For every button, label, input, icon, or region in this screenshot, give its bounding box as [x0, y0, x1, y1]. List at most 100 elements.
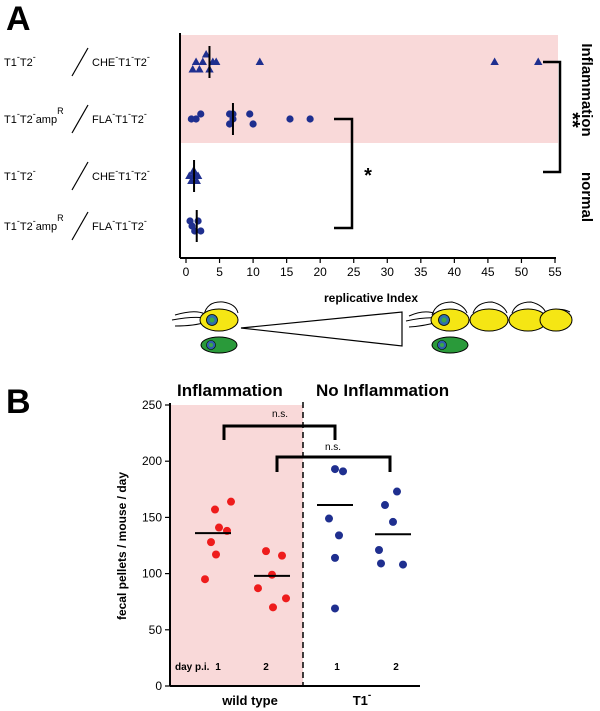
data-point	[335, 531, 343, 540]
data-point	[325, 514, 333, 523]
y-tick-label: 200	[142, 454, 162, 468]
x-tick-label: 20	[314, 265, 328, 279]
cell-schematic	[171, 301, 573, 354]
panel-letter-b: B	[6, 383, 31, 421]
side-label-normal: normal	[578, 172, 595, 222]
x-axis-title: replicative Index	[324, 291, 418, 305]
data-point	[201, 575, 209, 584]
group-title-no-inflammation: No Inflammation	[316, 381, 449, 400]
data-point	[254, 584, 262, 593]
x-tick-labels: 0 5 10 15 20 25 30 35 40 45 50 55	[183, 265, 562, 279]
y-axis	[165, 403, 420, 687]
row-slash	[71, 104, 89, 134]
row-label-genotype: T1-T2-ampR	[4, 213, 64, 233]
circle-point	[197, 227, 205, 235]
data-point	[331, 604, 339, 613]
median-lines-b	[195, 504, 411, 577]
data-point	[331, 465, 339, 474]
y-tick-label: 100	[142, 567, 162, 581]
row-labels: T1-T2- CHE-T1-T2- T1-T2-ampR FLA-T1-T2- T1-T…	[4, 47, 150, 241]
day-label: 1	[215, 662, 221, 673]
row-label-strain: CHE-T1-T2-	[92, 52, 150, 69]
increasing-wedge	[240, 311, 403, 347]
circle-point	[286, 115, 294, 123]
data-point	[269, 603, 277, 612]
x-axis	[179, 33, 556, 263]
data-point	[211, 505, 219, 514]
row-label-genotype: T1-T2-	[4, 52, 36, 69]
x-tick-label: 15	[280, 265, 294, 279]
data-point	[282, 594, 290, 603]
day-labels: 1 2 1 2	[215, 662, 399, 673]
data-point	[268, 570, 276, 579]
data-point	[393, 487, 401, 496]
inflammation-shaded-region-b	[170, 405, 303, 686]
comparison-bracket	[275, 455, 392, 472]
x-tick-label: 55	[548, 265, 562, 279]
x-tick-label: 5	[216, 265, 223, 279]
circle-point	[197, 110, 205, 118]
x-tick-label: 40	[448, 265, 462, 279]
row-label-genotype: T1-T2-ampR	[4, 106, 64, 126]
side-label-inflammation: Inflammation	[578, 43, 595, 136]
single-cell-illustration	[171, 301, 239, 332]
y-tick-labels: 0 50 100 150 200 250	[142, 398, 162, 693]
row-label-strain: FLA-T1-T2-	[92, 109, 147, 126]
triangle-point	[201, 50, 211, 58]
x-tick-label: 10	[246, 265, 260, 279]
chain-cell-illustration	[405, 301, 573, 332]
y-axis-title: fecal pellets / mouse / day	[115, 472, 129, 620]
data-point	[375, 545, 383, 554]
row-label-genotype: T1-T2-	[4, 166, 36, 183]
triangle-point	[191, 57, 201, 65]
significance-bracket	[543, 60, 562, 174]
triangle-point	[490, 57, 499, 65]
circle-point	[194, 217, 202, 225]
row-slash	[71, 161, 89, 191]
significance-brackets: ***	[334, 60, 583, 230]
data-point	[262, 547, 270, 556]
triangle-point	[195, 65, 204, 73]
x-tick-label: 50	[515, 265, 529, 279]
data-point	[339, 467, 347, 476]
green-cell-right	[431, 336, 469, 354]
panel-letter-a: A	[6, 0, 31, 38]
data-point	[399, 560, 407, 569]
x-tick-label: 0	[183, 265, 190, 279]
data-point	[278, 551, 286, 560]
data-point	[377, 559, 385, 568]
x-tick-label: 30	[381, 265, 395, 279]
triangle-point	[255, 57, 264, 65]
data-point	[212, 550, 220, 559]
row-slash	[71, 211, 89, 241]
comparison-bracket	[222, 424, 337, 440]
x-tick-label: 25	[347, 265, 361, 279]
comparison-label: n.s.	[272, 409, 288, 420]
significance-bracket	[334, 117, 354, 230]
row-label-strain: CHE-T1-T2-	[92, 166, 150, 183]
row-label-strain: FLA-T1-T2-	[92, 216, 147, 233]
circle-point	[192, 115, 200, 123]
circle-point	[306, 115, 314, 123]
y-tick-label: 50	[149, 623, 163, 637]
data-point	[215, 523, 223, 532]
data-point	[331, 553, 339, 562]
significance-label: *	[364, 165, 372, 187]
comparison-label: n.s.	[325, 442, 341, 453]
triangle-point	[198, 57, 207, 65]
triangle-point	[534, 57, 543, 65]
x-tick-label: 35	[414, 265, 428, 279]
group-label: T1-	[353, 690, 372, 708]
group-title-inflammation: Inflammation	[177, 381, 283, 400]
y-tick-label: 150	[142, 510, 162, 524]
row-slash	[71, 47, 89, 77]
group-labels: wild type T1-	[221, 690, 371, 708]
x-tick-label: 45	[481, 265, 495, 279]
group-label: wild type	[221, 693, 278, 708]
circle-point	[249, 120, 257, 128]
day-label: 2	[263, 662, 269, 673]
y-tick-label: 250	[142, 398, 162, 412]
y-tick-label: 0	[155, 679, 162, 693]
median-lines	[193, 46, 234, 242]
